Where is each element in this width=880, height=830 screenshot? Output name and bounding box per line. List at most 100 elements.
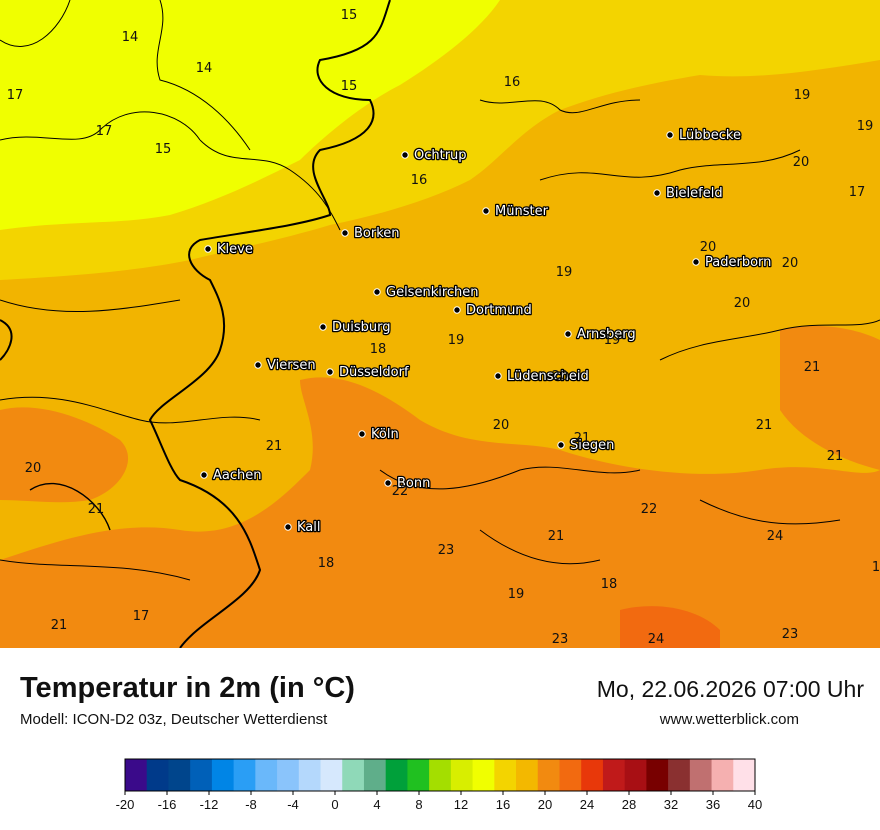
city-label: Düsseldorf	[339, 365, 409, 380]
city-dot	[284, 523, 292, 531]
model-subtitle: Modell: ICON-D2 03z, Deutscher Wetterdie…	[20, 711, 328, 728]
temperature-label: 19	[604, 333, 621, 348]
legend-tick-label: 24	[580, 797, 594, 812]
city-label: Aachen	[213, 468, 261, 483]
city-marker: Siegen	[557, 437, 616, 454]
temperature-label: 19	[794, 88, 811, 103]
legend-color-cell	[516, 759, 539, 791]
temperature-label: 19	[857, 119, 874, 134]
city-dot	[384, 479, 392, 487]
city-dot	[200, 471, 208, 479]
city-label: Lübbecke	[679, 128, 741, 143]
legend-color-cell	[429, 759, 452, 791]
site-url: www.wetterblick.com	[659, 711, 799, 728]
city-marker: Dortmund	[453, 302, 533, 319]
temperature-label: 21	[574, 431, 591, 446]
temperature-label: 14	[196, 61, 213, 76]
temperature-label: 18	[318, 556, 335, 571]
city-dot	[453, 306, 461, 314]
legend-tick-label: 16	[496, 797, 510, 812]
legend-color-cell	[733, 759, 756, 791]
legend-tick-label: 4	[373, 797, 380, 812]
legend-tick-label: 0	[331, 797, 338, 812]
city-marker: Lübbecke	[666, 127, 742, 144]
temperature-label: 23	[438, 543, 455, 558]
legend-tick-label: 12	[454, 797, 468, 812]
legend-color-cell	[385, 759, 408, 791]
legend-color-cell	[602, 759, 626, 791]
city-marker: Viersen	[254, 357, 317, 374]
city-marker: Gelsenkirchen	[373, 284, 480, 301]
legend-tick-label: 20	[538, 797, 552, 812]
temperature-label: 21	[804, 360, 821, 375]
legend-color-cell	[494, 759, 517, 791]
temperature-label: 20	[700, 240, 717, 255]
city-marker: Bonn	[384, 475, 432, 492]
legend-tick-label: 28	[622, 797, 636, 812]
legend-color-cell	[689, 759, 713, 791]
temperature-label: 16	[411, 173, 428, 188]
legend-color-cell	[581, 759, 604, 791]
city-dot	[341, 229, 349, 237]
temperature-label: 20	[25, 461, 42, 476]
temperature-label: 23	[782, 627, 799, 642]
temperature-label: 17	[96, 124, 113, 139]
legend-color-cell	[472, 759, 495, 791]
city-marker: Arnsberg	[564, 326, 637, 343]
temperature-label: 20	[552, 369, 569, 384]
temperature-label: 17	[7, 88, 24, 103]
legend-color-cell	[255, 759, 278, 791]
temperature-label: 15	[341, 8, 358, 23]
city-marker: Kall	[284, 519, 322, 536]
city-dot	[254, 361, 262, 369]
city-dot	[373, 288, 381, 296]
legend-color-cell	[233, 759, 256, 791]
legend-color-cell	[711, 759, 734, 791]
city-marker: Ochtrup	[401, 147, 468, 164]
temperature-label: 21	[51, 618, 68, 633]
legend-color-cell	[407, 759, 430, 791]
temperature-label: 24	[767, 529, 784, 544]
city-marker: Bielefeld	[653, 185, 724, 202]
legend-color-cell	[624, 759, 647, 791]
temperature-label: 22	[641, 502, 658, 517]
legend-color-cell	[190, 759, 213, 791]
city-dot	[653, 189, 661, 197]
city-label: Kall	[297, 520, 321, 535]
city-dot	[666, 131, 674, 139]
city-label: Viersen	[267, 358, 316, 373]
city-label: Siegen	[570, 438, 614, 453]
legend-tick-label: 8	[415, 797, 422, 812]
temperature-label: 23	[552, 632, 569, 647]
city-marker: Köln	[358, 426, 400, 443]
city-marker: Paderborn	[692, 254, 773, 271]
city-label: Bielefeld	[666, 186, 723, 201]
temperature-label: 20	[793, 155, 810, 170]
city-dot	[692, 258, 700, 266]
city-marker: Kleve	[204, 241, 254, 258]
temperature-label: 14	[122, 30, 139, 45]
legend-color-cell	[277, 759, 300, 791]
city-label: Duisburg	[332, 320, 391, 335]
temperature-label: 18	[370, 342, 387, 357]
city-marker: Duisburg	[319, 319, 392, 336]
temperature-label: 16	[504, 75, 521, 90]
legend-color-cell	[559, 759, 582, 791]
city-marker: Münster	[482, 203, 550, 220]
city-label: Münster	[495, 204, 549, 219]
legend-color-cell	[146, 759, 169, 791]
legend-tick-label: -12	[200, 797, 219, 812]
legend-color-cell	[646, 759, 669, 791]
temperature-label: 18	[601, 577, 618, 592]
color-legend: -20 -16 -12 -8 -4 0 4 8 12 16 20 24 28 32 36 40	[116, 758, 762, 812]
city-label: Paderborn	[705, 255, 771, 270]
temperature-label: 20	[493, 418, 510, 433]
city-marker: Düsseldorf	[326, 364, 410, 381]
city-label: Dortmund	[466, 303, 532, 318]
temperature-label: 19	[508, 587, 525, 602]
legend-tick-label: 40	[748, 797, 762, 812]
temperature-label: 15	[155, 142, 172, 157]
page-title: Temperatur in 2m (in °C)	[20, 672, 355, 704]
temperature-map: Ochtrup Lübbecke Bielefeld Münster Borken Kle…	[0, 0, 880, 648]
legend-tick-label: 36	[706, 797, 720, 812]
